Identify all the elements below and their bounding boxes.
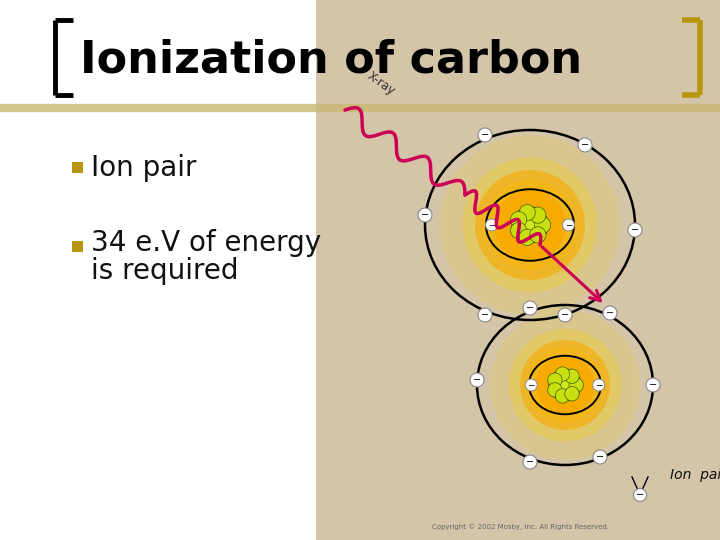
Text: −: − xyxy=(487,220,495,230)
Circle shape xyxy=(528,348,603,422)
Circle shape xyxy=(418,208,432,222)
Circle shape xyxy=(542,362,588,408)
Circle shape xyxy=(440,135,620,315)
Text: −: − xyxy=(421,210,429,220)
Text: 34 e.V of energy: 34 e.V of energy xyxy=(91,229,321,257)
Circle shape xyxy=(512,207,548,243)
Circle shape xyxy=(646,378,660,392)
Circle shape xyxy=(510,212,527,228)
Circle shape xyxy=(603,306,617,320)
Circle shape xyxy=(509,329,621,441)
Text: −: − xyxy=(595,381,603,389)
Text: −: − xyxy=(649,380,657,390)
Bar xyxy=(72,241,83,252)
Circle shape xyxy=(564,387,579,401)
Circle shape xyxy=(520,340,610,430)
Circle shape xyxy=(558,308,572,322)
Circle shape xyxy=(555,389,570,403)
Circle shape xyxy=(593,379,605,391)
Circle shape xyxy=(526,379,537,391)
Circle shape xyxy=(490,310,640,460)
Circle shape xyxy=(503,198,557,252)
Text: −: − xyxy=(481,310,489,320)
Text: −: − xyxy=(526,303,534,313)
Text: Ion pair: Ion pair xyxy=(91,154,197,182)
Circle shape xyxy=(485,180,575,270)
Circle shape xyxy=(548,383,562,397)
Circle shape xyxy=(534,217,551,233)
Text: X-ray: X-ray xyxy=(365,70,398,98)
Circle shape xyxy=(494,189,566,261)
Circle shape xyxy=(523,301,537,315)
Text: −: − xyxy=(528,381,535,389)
Bar xyxy=(72,162,83,173)
Circle shape xyxy=(555,367,570,381)
Circle shape xyxy=(569,378,583,392)
Circle shape xyxy=(478,128,492,142)
Circle shape xyxy=(462,158,598,293)
Text: −: − xyxy=(473,375,481,385)
Text: −: − xyxy=(631,225,639,235)
Text: −: − xyxy=(564,220,572,230)
Circle shape xyxy=(475,170,585,280)
Circle shape xyxy=(519,229,535,245)
Text: −: − xyxy=(606,308,614,318)
Circle shape xyxy=(478,308,492,322)
Text: −: − xyxy=(561,310,569,320)
Circle shape xyxy=(593,450,607,464)
Text: is required: is required xyxy=(91,257,238,285)
Circle shape xyxy=(536,356,594,414)
Text: −: − xyxy=(581,140,589,150)
Text: −: − xyxy=(636,490,644,500)
Circle shape xyxy=(530,227,546,243)
Bar xyxy=(316,0,720,540)
Circle shape xyxy=(519,205,535,221)
Circle shape xyxy=(510,222,527,239)
Circle shape xyxy=(485,219,498,231)
Circle shape xyxy=(549,369,581,401)
Circle shape xyxy=(470,373,484,387)
Text: −: − xyxy=(481,130,489,140)
Circle shape xyxy=(562,219,575,231)
Circle shape xyxy=(634,489,647,502)
Circle shape xyxy=(523,455,537,469)
Text: Ionization of carbon: Ionization of carbon xyxy=(80,38,582,82)
Circle shape xyxy=(628,223,642,237)
Text: −: − xyxy=(526,457,534,467)
Circle shape xyxy=(578,138,592,152)
Circle shape xyxy=(548,373,562,387)
Text: Ion  pair: Ion pair xyxy=(670,468,720,482)
Text: Copyright © 2002 Mosby, Inc. All Rights Reserved.: Copyright © 2002 Mosby, Inc. All Rights … xyxy=(431,523,608,530)
Circle shape xyxy=(564,369,579,383)
Circle shape xyxy=(530,207,546,223)
Text: −: − xyxy=(596,452,604,462)
